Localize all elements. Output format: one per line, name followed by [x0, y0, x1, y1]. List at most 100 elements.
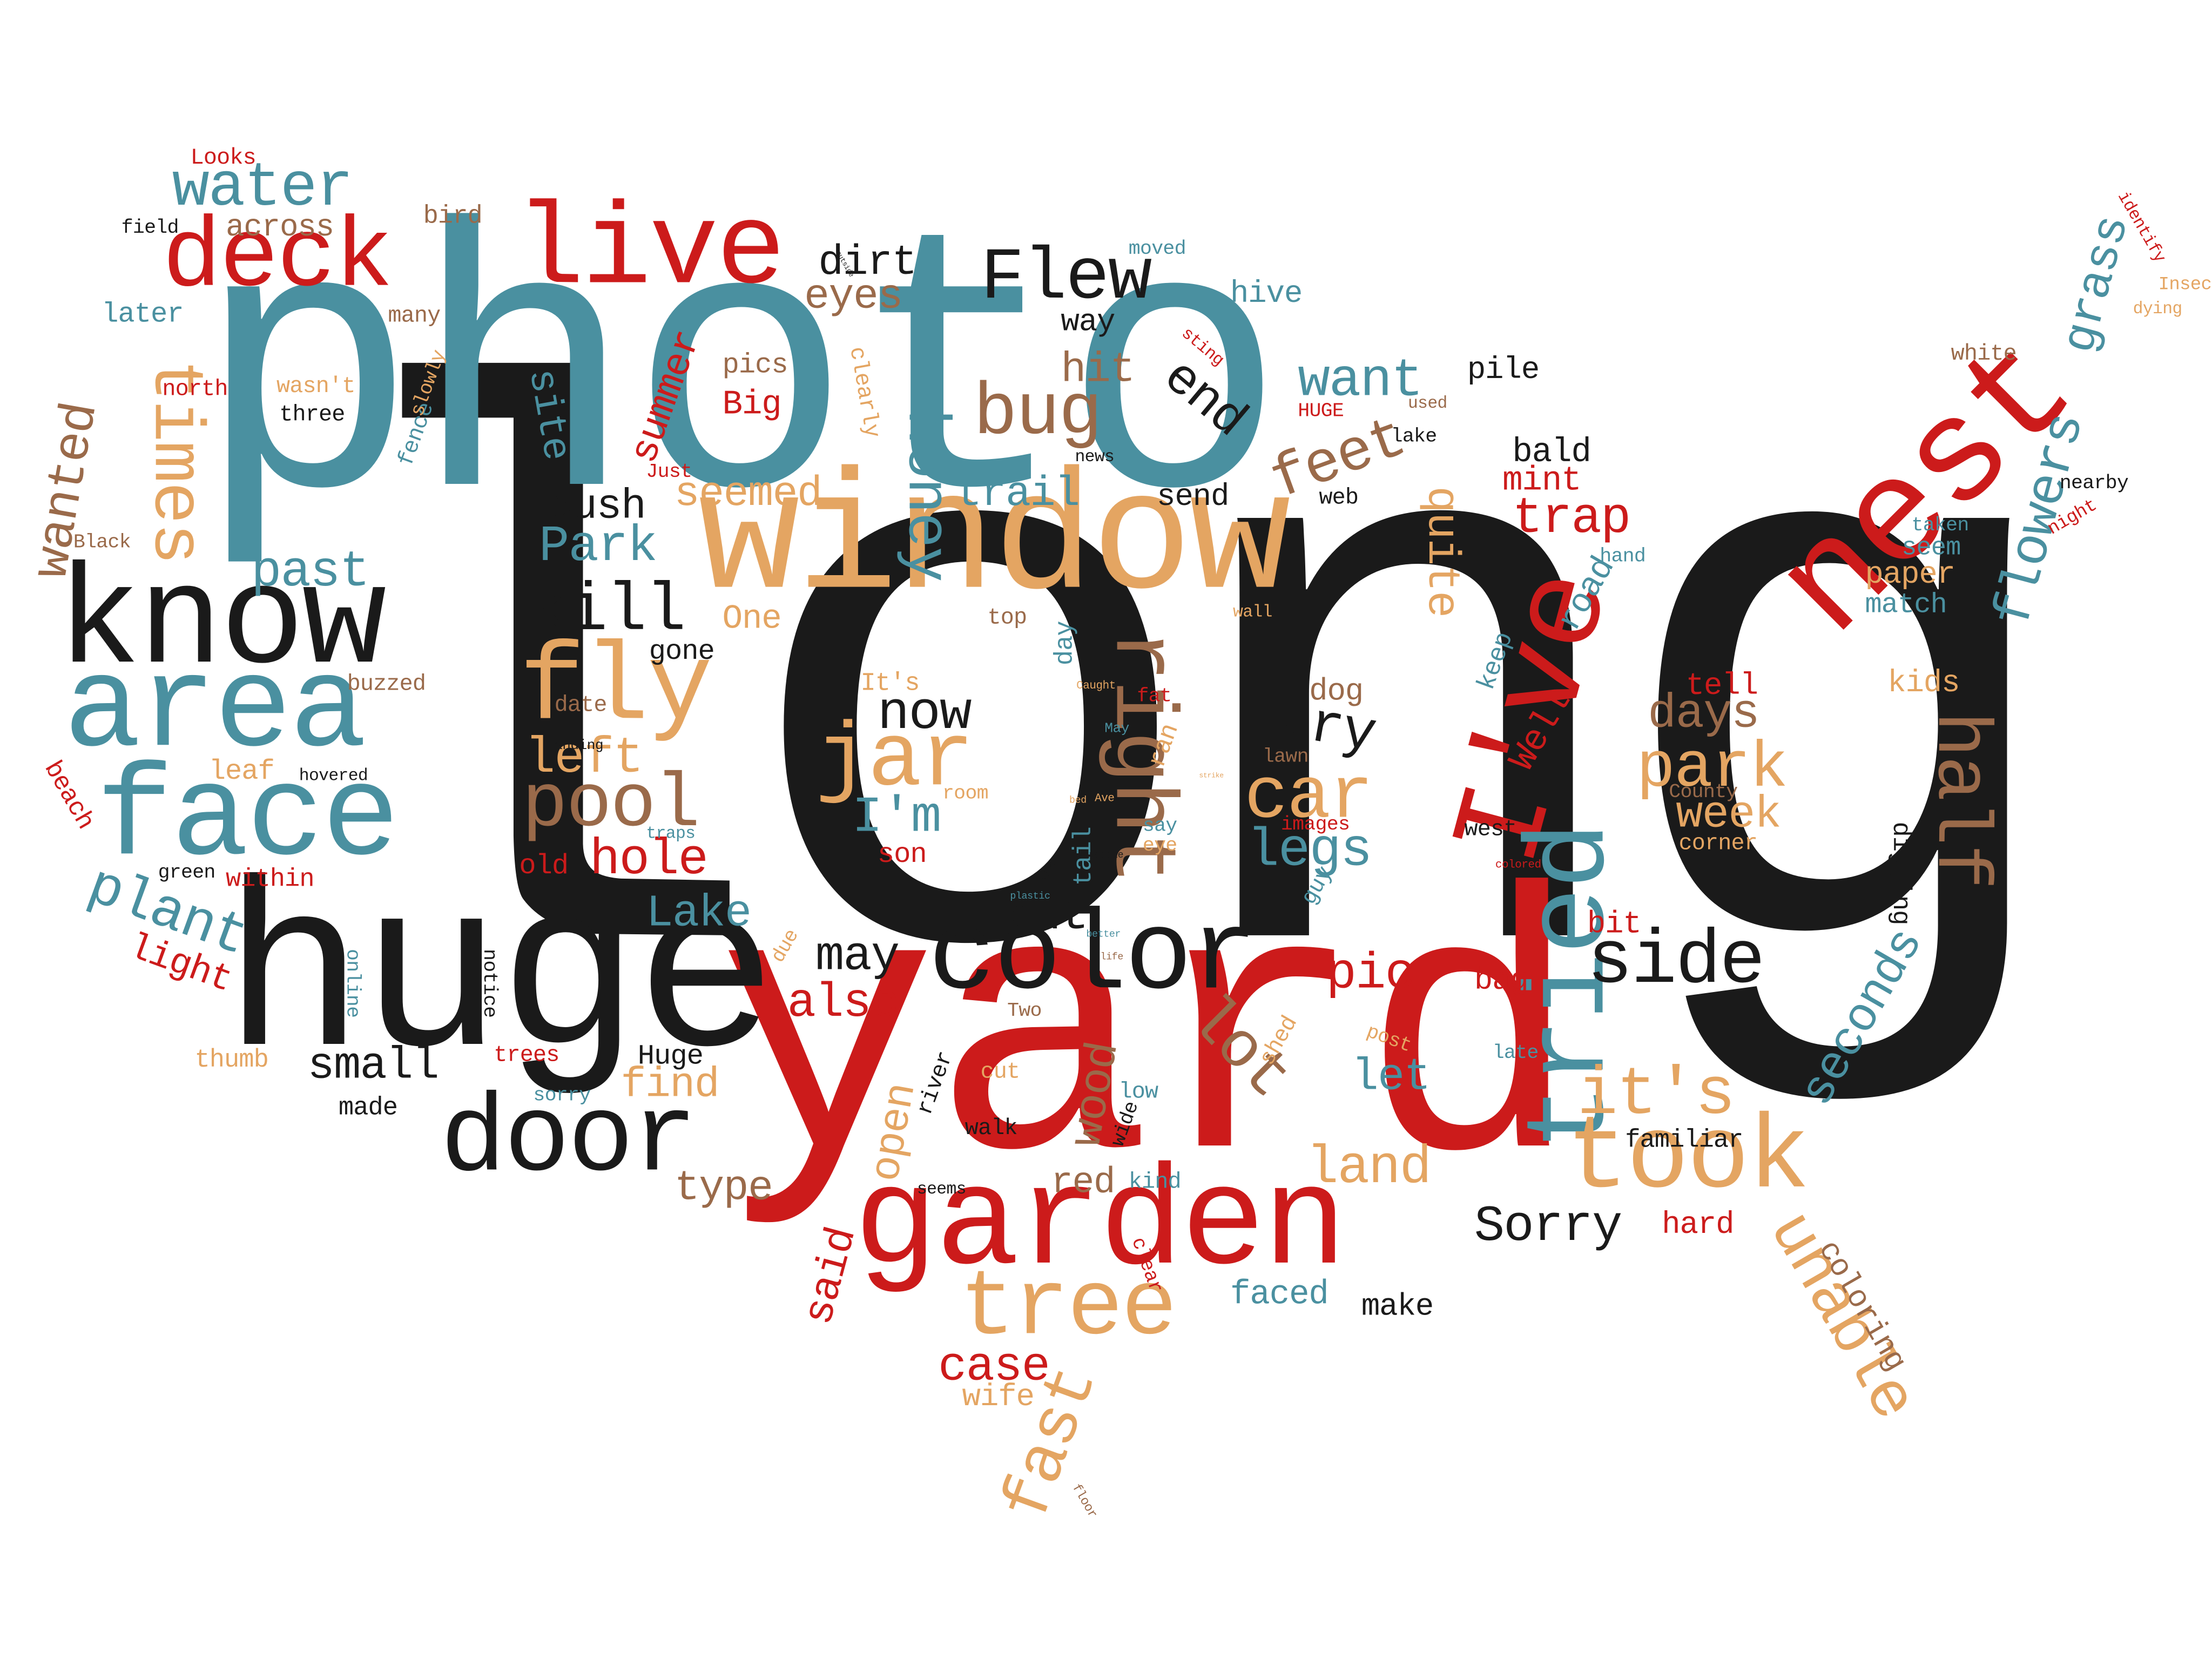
word-say: say — [1142, 815, 1177, 838]
word-later: later — [102, 299, 184, 332]
word-side: side — [1587, 920, 1765, 1006]
word-made: made — [338, 1095, 398, 1123]
word-buzzed: buzzed — [347, 671, 426, 697]
word-son: son — [877, 839, 927, 872]
word-mint: mint — [1502, 462, 1582, 501]
word-hive: hive — [1230, 276, 1303, 312]
word-huge-caps: HUGE — [1298, 400, 1344, 423]
word-seemed: seemed — [674, 471, 822, 520]
word-know: know — [56, 545, 386, 706]
word-color: color — [928, 894, 1258, 1023]
word-hole: hole — [589, 831, 709, 889]
word-better: better — [1086, 929, 1121, 941]
word-county: County — [1669, 781, 1738, 804]
word-traps: traps — [646, 824, 696, 844]
word-lawn: lawn — [1262, 746, 1309, 769]
word-looks: Looks — [190, 145, 257, 171]
word-pic: pic — [1326, 945, 1415, 1003]
word-lake: lake — [1391, 426, 1438, 449]
word-kids: kids — [1887, 665, 1960, 702]
word-wife: wife — [962, 1379, 1035, 1415]
word-may: may — [815, 931, 900, 985]
word-deck: deck — [162, 204, 393, 316]
word-hit: hit — [1061, 347, 1135, 395]
word-bald: bald — [1512, 434, 1591, 473]
word-seem: seem — [1901, 535, 1961, 563]
word-trap: trap — [1512, 489, 1631, 548]
word-window: window — [698, 447, 1291, 639]
word-case: case — [938, 1341, 1050, 1395]
word-park: park — [1636, 732, 1788, 806]
word-moved: moved — [1128, 238, 1186, 261]
word-now: now — [877, 684, 972, 745]
word-dying: dying — [2133, 299, 2183, 319]
word-grass: grass — [2054, 211, 2142, 359]
word-find: find — [621, 1062, 719, 1110]
word-web: web — [1319, 485, 1359, 511]
word-half: half — [1915, 711, 2001, 888]
word-gone: gone — [649, 636, 715, 669]
word-huge-cap: Huge — [637, 1041, 704, 1074]
word-pics: pics — [722, 349, 788, 382]
word-news: news — [1075, 447, 1115, 467]
word-green: green — [158, 862, 216, 885]
word-bug: bug — [973, 372, 1102, 456]
word-big: Big — [722, 386, 781, 425]
word-kill: kill — [527, 574, 686, 651]
word-one: One — [722, 601, 781, 639]
word-its-cap: It's — [860, 670, 920, 699]
word-room: room — [942, 783, 989, 806]
word-black: Black — [73, 531, 131, 555]
word-send: send — [1157, 480, 1230, 515]
word-put: put — [1004, 890, 1089, 944]
word-familiar: familiar — [1625, 1127, 1743, 1156]
word-seems: seems — [916, 1179, 967, 1199]
word-long: long — [299, 279, 2077, 1174]
word-make: make — [1361, 1289, 1434, 1325]
word-nearby: nearby — [2059, 473, 2129, 495]
word-took: took — [1566, 1100, 1810, 1219]
word-hovered: hovered — [299, 766, 368, 786]
word-huge: huge — [222, 847, 778, 1116]
word-white: white — [1951, 341, 2017, 367]
word-fat: fat — [1137, 685, 1172, 709]
word-bit: bit — [1587, 907, 1642, 942]
word-days: days — [1648, 688, 1760, 743]
word-people: people — [1089, 851, 1124, 862]
word-faced: faced — [1230, 1277, 1329, 1315]
word-online: online — [340, 949, 363, 1018]
word-car: car — [1244, 756, 1373, 840]
word-tell: tell — [1685, 669, 1759, 704]
word-corner: corner — [1678, 831, 1758, 857]
word-cut: cut — [980, 1059, 1020, 1085]
word-honey: honey — [891, 409, 960, 582]
word-land: land — [1306, 1138, 1432, 1199]
word-floor: floor — [1069, 1481, 1100, 1521]
word-dog: dog — [1309, 674, 1364, 710]
word-area: area — [63, 636, 367, 785]
word-face: face — [96, 745, 400, 893]
word-digging: digging — [1885, 821, 1914, 925]
word-pile: pile — [1467, 353, 1540, 388]
word-paper: paper — [1865, 557, 1955, 593]
word-field: field — [121, 217, 179, 240]
word-west: west — [1464, 817, 1517, 842]
word-may-cap: May — [1104, 722, 1129, 738]
word-colored: colored — [1495, 859, 1541, 872]
word-taken: taken — [1911, 515, 1970, 538]
word-sorry: sorry — [533, 1084, 591, 1108]
word-hard: hard — [1662, 1208, 1735, 1243]
word-legs: legs — [1247, 821, 1372, 882]
word-im: I'm — [852, 788, 942, 847]
word-bird: bird — [423, 203, 483, 232]
word-bush: bush — [547, 483, 646, 532]
word-left: left — [524, 729, 644, 787]
word-leaf: leaf — [208, 756, 275, 789]
word-way: way — [1061, 305, 1115, 340]
word-lake-cap: Lake — [646, 887, 752, 940]
word-low: low — [1118, 1079, 1158, 1105]
word-fly: fly — [519, 628, 713, 752]
word-late: late — [1492, 1042, 1539, 1065]
word-trees: trees — [494, 1042, 559, 1068]
word-pool: pool — [522, 763, 700, 849]
